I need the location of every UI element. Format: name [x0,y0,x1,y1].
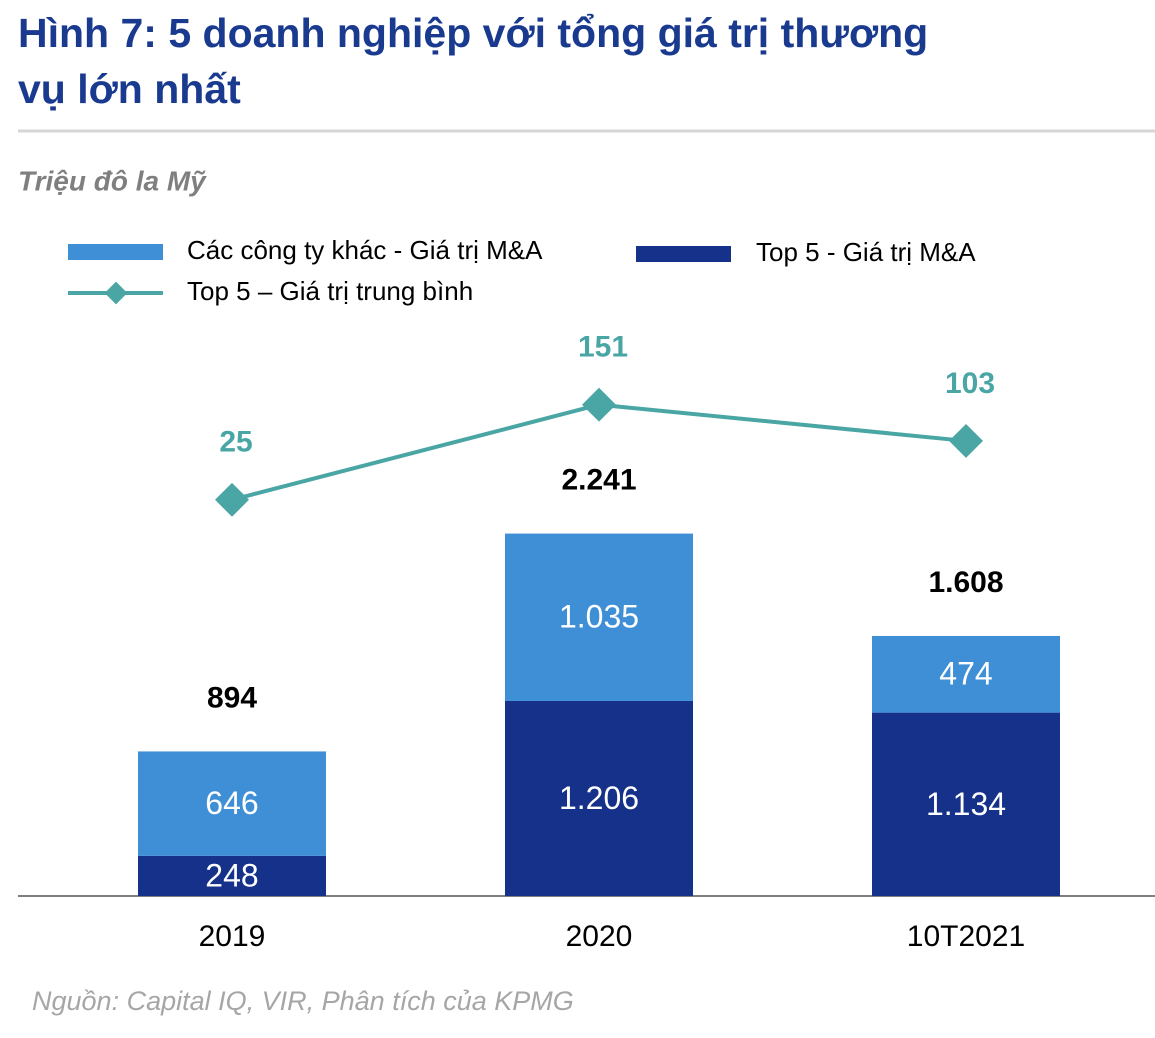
legend-swatch [68,244,163,260]
line-marker [215,482,249,517]
legend-label: Các công ty khác - Giá trị M&A [187,235,543,265]
total-label: 1.608 [928,566,1003,599]
bar [138,855,326,896]
line-value-label: 25 [219,426,252,459]
source: Nguồn: Capital IQ, VIR, Phân tích của KP… [32,986,574,1016]
x-tick-label: 2020 [566,920,633,953]
line-marker [949,423,983,458]
legend-label: Top 5 - Giá trị M&A [756,237,976,267]
bar-value-label: 1.035 [559,599,639,635]
x-tick-label: 2019 [199,920,266,953]
bar-value-label: 1.134 [926,786,1006,822]
bar [505,533,693,701]
bar-value-label: 1.206 [559,780,639,816]
bar [872,635,1060,713]
line-value-label: 103 [945,367,995,400]
subtitle: Triệu đô la Mỹ [18,165,207,196]
chart-title: Hình 7: 5 doanh nghiệp với tổng giá trị … [18,10,928,112]
total-label: 2.241 [561,464,636,497]
legend-label: Top 5 – Giá trị trung bình [187,276,473,306]
bar-value-label: 646 [205,785,258,821]
bar [138,751,326,856]
line-value-label: 151 [578,331,628,364]
bar [872,712,1060,896]
line-marker [582,387,616,422]
bar-value-label: 474 [939,656,992,692]
legend-marker [104,281,128,305]
x-tick-label: 10T2021 [907,920,1025,953]
legend-swatch [636,246,731,262]
bar-value-label: 248 [205,857,258,893]
total-label: 894 [207,681,257,714]
bar [505,700,693,896]
